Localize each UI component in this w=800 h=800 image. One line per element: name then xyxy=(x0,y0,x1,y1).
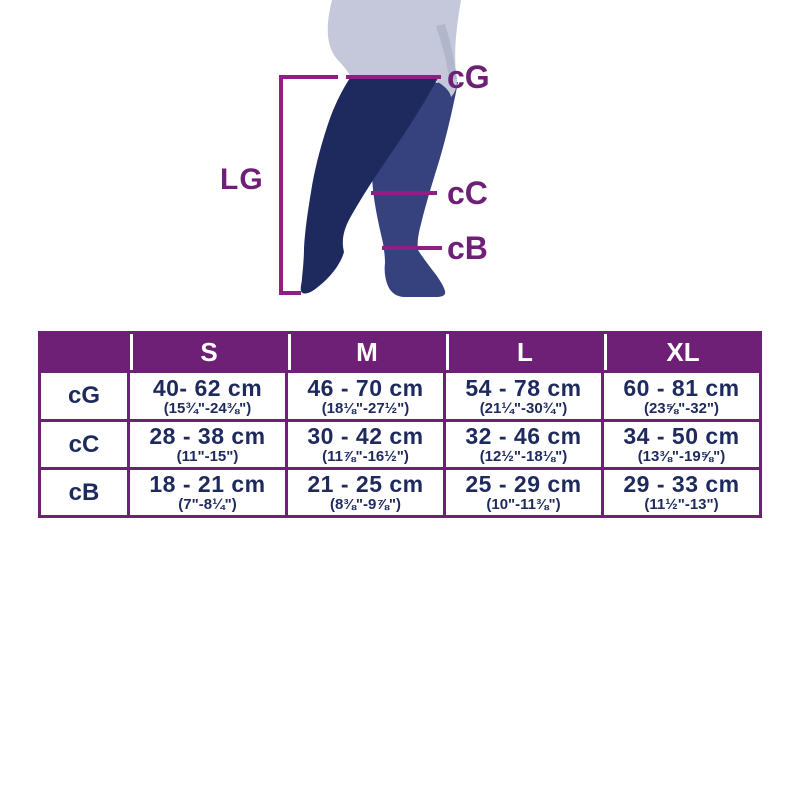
cell-cb-m: 21 - 25 cm (8⅜"-9⅞") xyxy=(288,470,443,515)
cell-cm-value: 46 - 70 cm xyxy=(307,374,424,401)
cell-cm-value: 30 - 42 cm xyxy=(307,423,424,449)
cell-inch-value: (15¾"-24⅜") xyxy=(163,399,252,417)
cell-inch-value: (7"-8¼") xyxy=(178,496,237,513)
cell-cb-l: 25 - 29 cm (10"-11⅜") xyxy=(446,470,601,515)
cb-label: cB xyxy=(447,230,488,266)
col-header-m: M xyxy=(288,334,443,370)
cell-cm-value: 32 - 46 cm xyxy=(465,423,582,449)
cell-cg-l: 54 - 78 cm (21¼"-30¾") xyxy=(446,373,601,419)
cell-cm-value: 34 - 50 cm xyxy=(623,423,740,449)
cell-inch-value: (13⅜"-19⅝") xyxy=(637,448,726,465)
front-leg-shape xyxy=(300,78,438,294)
cell-cm-value: 40- 62 cm xyxy=(152,374,263,401)
cell-inch-value: (12½"-18⅛") xyxy=(479,448,568,465)
cell-cm-value: 29 - 33 cm xyxy=(623,471,740,497)
cell-cm-value: 21 - 25 cm xyxy=(307,471,424,497)
cell-inch-value: (21¼"-30¾") xyxy=(479,399,568,417)
cell-cc-m: 30 - 42 cm (11⅞"-16½") xyxy=(288,422,443,467)
cell-cc-s: 28 - 38 cm (11"-15") xyxy=(130,422,285,467)
cell-cb-xl: 29 - 33 cm (11½"-13") xyxy=(604,470,759,515)
leg-measurement-diagram: LG cG cC cB xyxy=(220,0,490,297)
cell-cm-value: 28 - 38 cm xyxy=(149,423,266,449)
cell-cg-xl: 60 - 81 cm (23⅝"-32") xyxy=(604,373,759,419)
cell-cm-value: 54 - 78 cm xyxy=(465,374,582,401)
torso-shape xyxy=(327,0,461,97)
row-label-cg: cG xyxy=(41,373,127,419)
cell-cg-s: 40- 62 cm (15¾"-24⅜") xyxy=(130,373,285,419)
cg-label: cG xyxy=(447,59,490,95)
cell-inch-value: (23⅝"-32") xyxy=(643,399,720,417)
cell-inch-value: (10"-11⅜") xyxy=(486,496,561,513)
lg-label: LG xyxy=(220,163,264,196)
cell-inch-value: (18⅛"-27½") xyxy=(321,399,410,417)
cell-inch-value: (8⅜"-9⅞") xyxy=(330,496,401,513)
cell-cm-value: 25 - 29 cm xyxy=(465,471,582,497)
cell-cc-l: 32 - 46 cm (12½"-18⅛") xyxy=(446,422,601,467)
lg-bracket xyxy=(279,75,338,295)
col-header-l: L xyxy=(446,334,601,370)
cell-cg-m: 46 - 70 cm (18⅛"-27½") xyxy=(288,373,443,419)
col-header-xl: XL xyxy=(604,334,759,370)
cell-inch-value: (11½"-13") xyxy=(644,496,719,513)
cell-inch-value: (11⅞"-16½") xyxy=(322,448,409,465)
cell-cm-value: 18 - 21 cm xyxy=(149,471,266,497)
row-label-cc: cC xyxy=(41,422,127,467)
table-corner-cell xyxy=(41,334,127,370)
row-label-cb: cB xyxy=(41,470,127,515)
cell-cm-value: 60 - 81 cm xyxy=(623,374,740,401)
cc-label: cC xyxy=(447,175,488,211)
cell-cb-s: 18 - 21 cm (7"-8¼") xyxy=(130,470,285,515)
size-table: S M L XL cG 40- 62 cm (15¾"-24⅜") 46 - 7… xyxy=(38,331,762,518)
cell-inch-value: (11"-15") xyxy=(176,448,239,465)
col-header-s: S xyxy=(130,334,285,370)
back-thigh-shade-shape xyxy=(436,24,457,79)
cell-cc-xl: 34 - 50 cm (13⅜"-19⅝") xyxy=(604,422,759,467)
